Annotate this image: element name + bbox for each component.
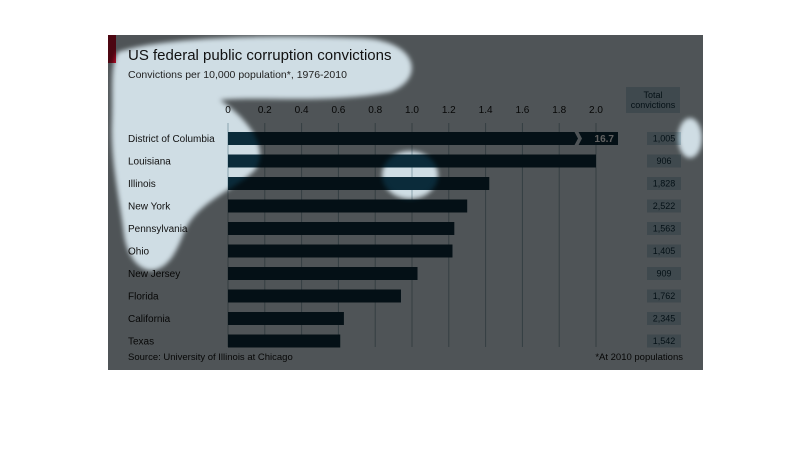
category-label: California [128,314,171,325]
bar [228,334,341,348]
category-label: Texas [128,337,154,348]
category-label: New Jersey [128,269,180,280]
source-note: Source: University of Illinois at Chicag… [128,352,293,363]
total-value: 1,762 [653,291,676,301]
category-label: Illinois [128,179,156,190]
category-label: Louisiana [128,157,171,168]
total-value: 1,005 [653,134,676,144]
bar [228,267,418,280]
bar [228,132,618,145]
x-tick-label: 1.0 [405,105,419,116]
x-tick-label: 1.8 [552,105,566,116]
bar [228,154,596,168]
x-tick-label: 1.4 [479,105,493,116]
total-value: 1,563 [653,224,676,234]
x-tick-label: 1.2 [442,105,456,116]
total-value: 1,405 [653,246,676,256]
total-value: 1,542 [653,336,676,346]
category-label: District of Columbia [128,134,215,145]
chart-figure: US federal public corruption convictions… [108,35,703,370]
category-label: Pennsylvania [128,224,188,235]
footnote: *At 2010 populations [595,352,683,363]
category-label: Florida [128,292,159,303]
x-tick-label: 2.0 [589,105,603,116]
total-value: 906 [656,156,671,166]
bar [228,312,344,325]
total-value: 909 [656,269,671,279]
category-label: Ohio [128,247,150,258]
x-tick-label: 0.6 [331,105,345,116]
x-tick-label: 1.6 [515,105,529,116]
total-value: 2,522 [653,201,676,211]
bar [228,199,468,213]
bar [228,289,401,303]
value-callout: 16.7 [595,134,615,145]
x-tick-label: 0.2 [258,105,272,116]
bar [228,177,490,190]
total-value: 1,828 [653,179,676,189]
bar [228,244,453,258]
bar [228,222,455,235]
total-value: 2,345 [653,314,676,324]
bar-chart: 0 0.2 0.4 0.6 0.8 1.0 1.2 1.4 1.6 1.8 2.0 District … [128,105,681,348]
x-tick-label: 0.8 [368,105,382,116]
x-tick-label: 0 [225,105,231,116]
category-label: New York [128,202,171,213]
x-tick-label: 0.4 [295,105,309,116]
